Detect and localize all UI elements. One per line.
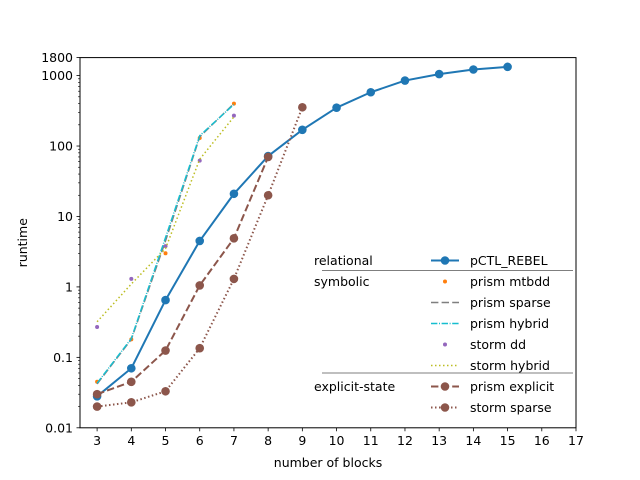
legend-label-storm-dd: storm dd bbox=[470, 337, 526, 352]
series-line-prism-hybrid bbox=[96, 103, 235, 384]
legend: relational symbolic explicit-state pCTL_REB… bbox=[314, 253, 573, 415]
data-point-storm-sparse bbox=[161, 386, 170, 396]
x-tick-label: 11 bbox=[363, 433, 379, 448]
data-point-prism-explicit bbox=[195, 281, 205, 290]
x-tick-label: 17 bbox=[568, 433, 584, 448]
data-point-storm-sparse bbox=[127, 398, 136, 407]
series-prism-sparse bbox=[96, 103, 235, 385]
legend-marker-prism-explicit bbox=[440, 382, 450, 391]
legend-marker-storm-dd bbox=[443, 342, 447, 347]
data-point-storm-sparse bbox=[298, 102, 307, 112]
data-point-pctl-rebel bbox=[161, 295, 170, 305]
legend-label-prism-explicit: prism explicit bbox=[470, 379, 554, 394]
legend-entry-prism-sparse: prism sparse bbox=[431, 295, 551, 310]
data-point-storm-dd bbox=[163, 244, 168, 249]
legend-marker-pctl-rebel bbox=[440, 256, 450, 265]
data-point-pctl-rebel bbox=[298, 125, 307, 135]
x-axis-label: number of blocks bbox=[274, 455, 382, 470]
data-point-pctl-rebel bbox=[127, 363, 136, 373]
x-tick-label: 14 bbox=[465, 433, 481, 448]
data-point-storm-dd bbox=[95, 324, 100, 329]
data-point-pctl-rebel bbox=[503, 62, 512, 72]
data-point-prism-explicit bbox=[229, 233, 239, 243]
data-point-storm-sparse bbox=[229, 274, 239, 284]
data-point-storm-dd bbox=[231, 113, 236, 118]
legend-label-storm-sparse: storm sparse bbox=[470, 400, 552, 415]
x-tick-label: 15 bbox=[500, 433, 516, 448]
data-point-pctl-rebel bbox=[469, 65, 478, 74]
data-point-storm-dd bbox=[129, 276, 134, 281]
series-pctl-rebel bbox=[92, 62, 512, 401]
series-storm-hybrid bbox=[96, 116, 235, 323]
x-tick-label: 5 bbox=[162, 433, 170, 448]
data-point-storm-sparse bbox=[263, 190, 273, 200]
legend-label-storm-hybrid: storm hybrid bbox=[470, 358, 550, 373]
data-point-prism-explicit bbox=[161, 346, 170, 355]
data-point-prism-explicit bbox=[127, 377, 136, 387]
y-tick-label: 1800 bbox=[41, 50, 73, 65]
data-point-pctl-rebel bbox=[332, 103, 341, 112]
legend-group-label-relational: relational bbox=[314, 253, 373, 268]
y-tick-label: 0.1 bbox=[53, 350, 73, 365]
legend-entry-storm-dd: storm dd bbox=[443, 337, 526, 352]
legend-label-prism-sparse: prism sparse bbox=[470, 295, 551, 310]
legend-entry-storm-sparse: storm sparse bbox=[431, 400, 552, 415]
x-tick-label: 12 bbox=[397, 433, 413, 448]
legend-group-label-explicit-state: explicit-state bbox=[314, 379, 395, 394]
series-line-prism-explicit bbox=[96, 156, 270, 396]
data-point-storm-sparse bbox=[195, 343, 205, 353]
data-point-prism-mtbdd bbox=[163, 251, 168, 256]
legend-entry-prism-hybrid: prism hybrid bbox=[431, 316, 549, 331]
legend-marker-prism-mtbdd bbox=[443, 279, 447, 284]
legend-entry-pctl-rebel: pCTL_REBEL bbox=[431, 253, 548, 268]
x-tick-label: 3 bbox=[93, 433, 101, 448]
data-point-pctl-rebel bbox=[229, 189, 239, 199]
x-tick-label: 8 bbox=[264, 433, 272, 448]
series-prism-hybrid bbox=[96, 103, 235, 384]
plot-frame bbox=[79, 57, 577, 429]
data-point-prism-explicit bbox=[263, 152, 273, 162]
x-tick-label: 16 bbox=[534, 433, 550, 448]
x-tick-label: 6 bbox=[196, 433, 204, 448]
data-point-pctl-rebel bbox=[434, 69, 444, 79]
series-prism-explicit bbox=[92, 152, 273, 399]
x-tick-label: 10 bbox=[329, 433, 345, 448]
y-tick-label: 1000 bbox=[41, 68, 73, 83]
series-line-prism-sparse bbox=[96, 103, 235, 385]
x-tick-label: 13 bbox=[431, 433, 447, 448]
x-tick-label: 9 bbox=[298, 433, 306, 448]
series-layer bbox=[92, 62, 512, 411]
y-tick-label: 0.01 bbox=[45, 420, 73, 435]
legend-label-prism-hybrid: prism hybrid bbox=[470, 316, 549, 331]
data-point-pctl-rebel bbox=[195, 236, 205, 246]
legend-entry-storm-hybrid: storm hybrid bbox=[431, 358, 550, 373]
series-prism-mtbdd bbox=[95, 101, 236, 384]
y-tick-label: 1 bbox=[65, 279, 73, 294]
series-line-pctl-rebel bbox=[96, 65, 508, 398]
series-line-storm-hybrid bbox=[96, 116, 235, 323]
data-point-pctl-rebel bbox=[400, 76, 410, 85]
data-point-pctl-rebel bbox=[366, 87, 376, 97]
y-tick-label: 100 bbox=[49, 139, 73, 154]
y-axis: 0.01 0.1 1 10 100 1000 1800 bbox=[41, 50, 80, 435]
y-axis-label: runtime bbox=[15, 218, 30, 268]
legend-entry-prism-mtbdd: prism mtbdd bbox=[443, 274, 550, 289]
data-point-prism-explicit bbox=[92, 389, 102, 399]
data-point-storm-sparse bbox=[92, 402, 102, 411]
legend-label-prism-mtbdd: prism mtbdd bbox=[470, 274, 550, 289]
x-axis: 3 4 5 6 7 8 9 10 11 12 13 14 15 16 17 bbox=[93, 427, 584, 448]
x-tick-label: 4 bbox=[127, 433, 135, 448]
series-storm-dd bbox=[95, 113, 236, 329]
legend-marker-storm-sparse bbox=[440, 403, 450, 412]
y-tick-label: 10 bbox=[57, 209, 73, 224]
x-tick-label: 7 bbox=[230, 433, 238, 448]
legend-entry-prism-explicit: prism explicit bbox=[431, 379, 554, 394]
legend-group-label-symbolic: symbolic bbox=[314, 274, 370, 289]
legend-label-pctl-rebel: pCTL_REBEL bbox=[470, 253, 548, 268]
series-storm-sparse bbox=[92, 102, 307, 411]
series-line-storm-sparse bbox=[96, 106, 304, 408]
